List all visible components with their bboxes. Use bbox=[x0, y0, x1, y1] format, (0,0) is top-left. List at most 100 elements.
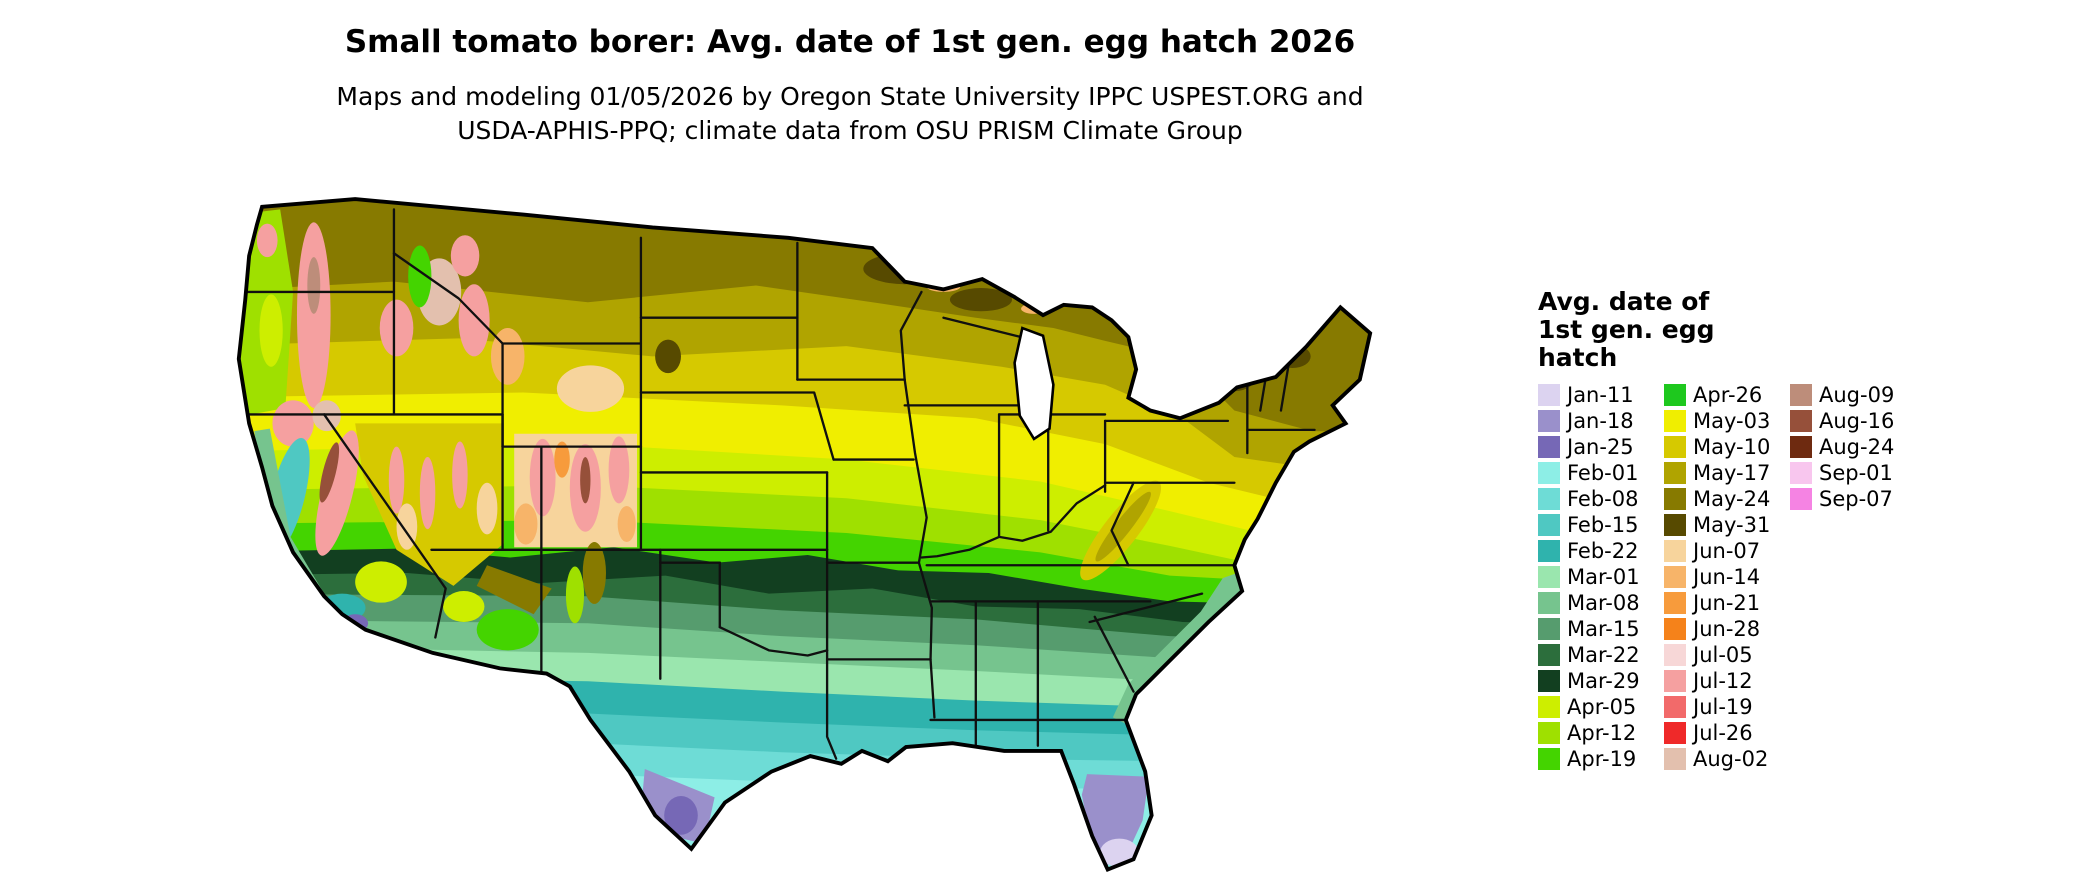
terrain-patch bbox=[476, 565, 552, 615]
terrain-patch bbox=[514, 503, 538, 545]
legend-entry: Feb-22 bbox=[1538, 538, 1664, 564]
legend-entry: Feb-15 bbox=[1538, 512, 1664, 538]
terrain-patch bbox=[312, 400, 341, 432]
legend-label: Apr-19 bbox=[1567, 747, 1637, 771]
terrain-patch bbox=[396, 503, 418, 550]
terrain-patch bbox=[379, 299, 414, 357]
terrain-patch bbox=[319, 442, 340, 503]
legend-label: May-03 bbox=[1693, 409, 1771, 433]
terrain-patch bbox=[408, 245, 432, 308]
legend-swatch bbox=[1664, 488, 1686, 510]
map-band bbox=[238, 645, 1371, 870]
legend: Avg. date of 1st gen. egg hatch Jan-11 Ja… bbox=[1538, 288, 1916, 772]
terrain-patch bbox=[655, 339, 681, 374]
legend-column: Apr-26 May-03 May-10 May-17 May-24 May-31 Jun-… bbox=[1664, 382, 1790, 772]
legend-label: Apr-12 bbox=[1567, 721, 1637, 745]
legend-entry: Jan-11 bbox=[1538, 382, 1664, 408]
legend-entry: Feb-01 bbox=[1538, 460, 1664, 486]
legend-swatch bbox=[1538, 592, 1560, 614]
legend-entry: Jul-26 bbox=[1664, 720, 1790, 746]
terrain-patch bbox=[490, 328, 525, 385]
legend-entry: May-10 bbox=[1664, 434, 1790, 460]
legend-label: Apr-26 bbox=[1693, 383, 1763, 407]
legend-swatch bbox=[1538, 384, 1560, 406]
map-band bbox=[238, 674, 1371, 870]
terrain-patch bbox=[452, 441, 468, 509]
legend-title-line-1: Avg. date of bbox=[1538, 287, 1710, 316]
legend-entry: Jul-19 bbox=[1664, 694, 1790, 720]
terrain-patch bbox=[617, 505, 636, 543]
legend-entry: Jul-05 bbox=[1664, 642, 1790, 668]
terrain-patch bbox=[419, 456, 436, 530]
legend-label: Jul-19 bbox=[1693, 695, 1753, 719]
legend-entry: Aug-16 bbox=[1790, 408, 1916, 434]
terrain-patch bbox=[355, 561, 407, 603]
legend-label: Feb-01 bbox=[1567, 461, 1639, 485]
terrain-patch bbox=[307, 257, 321, 314]
terrain-patch bbox=[476, 609, 539, 651]
legend-entry: Aug-09 bbox=[1790, 382, 1916, 408]
terrain-patch bbox=[554, 441, 570, 478]
lake-michigan bbox=[1013, 326, 1055, 441]
terrain-patch bbox=[443, 591, 485, 622]
legend-entry: Mar-01 bbox=[1538, 564, 1664, 590]
legend-label: Sep-07 bbox=[1819, 487, 1893, 511]
legend-swatch bbox=[1664, 670, 1686, 692]
legend-swatch bbox=[1664, 384, 1686, 406]
legend-swatch bbox=[1664, 410, 1686, 432]
map-band bbox=[238, 704, 1371, 870]
legend-swatch bbox=[1790, 488, 1812, 510]
legend-label: May-24 bbox=[1693, 487, 1771, 511]
terrain-patch bbox=[565, 566, 585, 624]
legend-entry: Apr-05 bbox=[1538, 694, 1664, 720]
legend-entry: Mar-15 bbox=[1538, 616, 1664, 642]
legend-entry: Apr-12 bbox=[1538, 720, 1664, 746]
legend-label: Aug-02 bbox=[1693, 747, 1769, 771]
legend-label: May-31 bbox=[1693, 513, 1771, 537]
terrain-patch bbox=[1212, 360, 1257, 392]
subtitle-line-2: USDA-APHIS-PPQ; climate data from OSU PR… bbox=[457, 116, 1243, 145]
legend-label: Jun-07 bbox=[1693, 539, 1761, 563]
legend-swatch bbox=[1790, 462, 1812, 484]
us-outline bbox=[236, 197, 1373, 873]
state-borders bbox=[240, 208, 1316, 760]
legend-label: Aug-16 bbox=[1819, 409, 1895, 433]
map-band bbox=[238, 735, 1371, 870]
terrain-patch bbox=[388, 446, 405, 514]
legend-entry: Jan-18 bbox=[1538, 408, 1664, 434]
legend-entry: May-31 bbox=[1664, 512, 1790, 538]
terrain-patch bbox=[476, 482, 498, 535]
legend-title-line-3: hatch bbox=[1538, 343, 1618, 372]
legend-label: Jul-26 bbox=[1693, 721, 1753, 745]
terrain-patch bbox=[272, 400, 314, 447]
terrain-patch bbox=[315, 430, 359, 556]
legend-label: Jan-18 bbox=[1567, 409, 1634, 433]
legend-swatch bbox=[1538, 410, 1560, 432]
legend-label: Aug-09 bbox=[1819, 383, 1895, 407]
terrain-patch bbox=[254, 428, 325, 604]
legend-entry: Mar-08 bbox=[1538, 590, 1664, 616]
legend-label: May-10 bbox=[1693, 435, 1771, 459]
legend-swatch bbox=[1664, 748, 1686, 770]
terrain-patch bbox=[949, 288, 1013, 312]
legend-swatch bbox=[1664, 722, 1686, 744]
legend-label: Mar-29 bbox=[1567, 669, 1640, 693]
legend-entry: Mar-29 bbox=[1538, 668, 1664, 694]
legend-swatch bbox=[1664, 618, 1686, 640]
legend-label: Aug-24 bbox=[1819, 435, 1895, 459]
legend-swatch bbox=[1538, 514, 1560, 536]
legend-swatch bbox=[1664, 540, 1686, 562]
legend-swatch bbox=[1538, 540, 1560, 562]
legend-entry: Feb-08 bbox=[1538, 486, 1664, 512]
terrain-patch bbox=[582, 542, 607, 604]
legend-swatch bbox=[1664, 566, 1686, 588]
legend-swatch bbox=[1790, 410, 1812, 432]
legend-swatch bbox=[1664, 462, 1686, 484]
page-subtitle: Maps and modeling 01/05/2026 by Oregon S… bbox=[0, 80, 1700, 148]
legend-title-line-2: 1st gen. egg bbox=[1538, 315, 1715, 344]
legend-entry: Jun-07 bbox=[1664, 538, 1790, 564]
legend-label: Jul-12 bbox=[1693, 669, 1753, 693]
legend-swatch bbox=[1538, 748, 1560, 770]
legend-swatch bbox=[1538, 436, 1560, 458]
